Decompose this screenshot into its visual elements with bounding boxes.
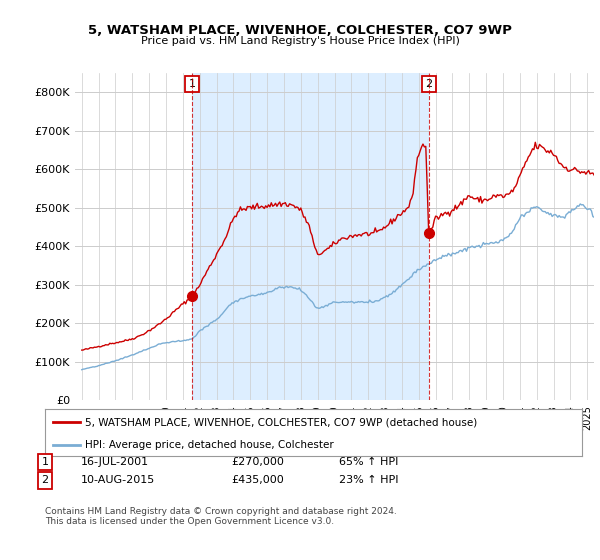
Text: £270,000: £270,000 bbox=[231, 457, 284, 467]
Text: Price paid vs. HM Land Registry's House Price Index (HPI): Price paid vs. HM Land Registry's House … bbox=[140, 36, 460, 46]
Text: Contains HM Land Registry data © Crown copyright and database right 2024.
This d: Contains HM Land Registry data © Crown c… bbox=[45, 507, 397, 526]
Text: 23% ↑ HPI: 23% ↑ HPI bbox=[339, 475, 398, 486]
Text: 5, WATSHAM PLACE, WIVENHOE, COLCHESTER, CO7 9WP (detached house): 5, WATSHAM PLACE, WIVENHOE, COLCHESTER, … bbox=[85, 417, 478, 427]
Text: 2: 2 bbox=[425, 80, 433, 90]
Text: 1: 1 bbox=[41, 457, 49, 467]
Text: £435,000: £435,000 bbox=[231, 475, 284, 486]
Text: 5, WATSHAM PLACE, WIVENHOE, COLCHESTER, CO7 9WP: 5, WATSHAM PLACE, WIVENHOE, COLCHESTER, … bbox=[88, 24, 512, 37]
Text: 1: 1 bbox=[188, 80, 196, 90]
Bar bbox=[192, 73, 429, 400]
Text: 10-AUG-2015: 10-AUG-2015 bbox=[81, 475, 155, 486]
Text: 2: 2 bbox=[41, 475, 49, 486]
Text: 16-JUL-2001: 16-JUL-2001 bbox=[81, 457, 149, 467]
Text: 65% ↑ HPI: 65% ↑ HPI bbox=[339, 457, 398, 467]
Text: HPI: Average price, detached house, Colchester: HPI: Average price, detached house, Colc… bbox=[85, 440, 334, 450]
